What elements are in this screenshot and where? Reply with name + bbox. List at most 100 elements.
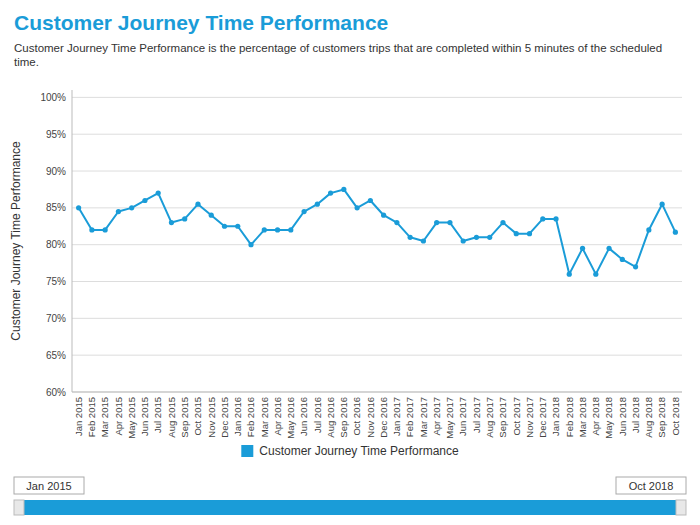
x-tick-label: Apr 2016 bbox=[272, 397, 283, 436]
point[interactable] bbox=[315, 202, 320, 207]
point[interactable] bbox=[646, 227, 651, 232]
point[interactable] bbox=[222, 224, 227, 229]
x-tick-label: Aug 2017 bbox=[484, 397, 495, 438]
x-tick-label: Apr 2017 bbox=[431, 397, 442, 436]
point[interactable] bbox=[328, 191, 333, 196]
point[interactable] bbox=[89, 227, 94, 232]
x-tick-label: Aug 2015 bbox=[166, 397, 177, 438]
point[interactable] bbox=[288, 227, 293, 232]
point[interactable] bbox=[514, 231, 519, 236]
line bbox=[79, 189, 676, 274]
x-tick-label: Jan 2016 bbox=[232, 397, 243, 436]
subtitle: Customer Journey Time Performance is the… bbox=[14, 42, 662, 68]
point[interactable] bbox=[461, 238, 466, 243]
title: Customer Journey Time Performance bbox=[14, 11, 388, 34]
x-tick-label: Sep 2015 bbox=[179, 397, 190, 438]
x-tick-label: Feb 2017 bbox=[404, 397, 415, 437]
grid-line bbox=[72, 355, 682, 356]
grid-line bbox=[72, 134, 682, 135]
x-tick-label: Aug 2018 bbox=[643, 397, 654, 438]
legend: Customer Journey Time Performance bbox=[241, 444, 459, 458]
point[interactable] bbox=[235, 224, 240, 229]
x-tick-label: Sep 2017 bbox=[497, 397, 508, 438]
x-tick-label: Nov 2015 bbox=[206, 397, 217, 438]
point[interactable] bbox=[248, 242, 253, 247]
x-axis-line bbox=[72, 392, 682, 393]
y-tick-label: 75% bbox=[46, 276, 66, 287]
point[interactable] bbox=[341, 187, 346, 192]
x-tick-label: Aug 2016 bbox=[325, 397, 336, 438]
x-tick-label: Apr 2015 bbox=[113, 397, 124, 436]
slider-label-box bbox=[616, 477, 686, 494]
point[interactable] bbox=[408, 235, 413, 240]
x-tick-label: Feb 2016 bbox=[245, 397, 256, 437]
point[interactable] bbox=[660, 202, 665, 207]
point[interactable] bbox=[421, 238, 426, 243]
x-tick-label: May 2015 bbox=[126, 397, 137, 439]
point[interactable] bbox=[355, 205, 360, 210]
y-tick-label: 85% bbox=[46, 202, 66, 213]
legend-swatch bbox=[241, 445, 253, 457]
point[interactable] bbox=[540, 216, 545, 221]
point[interactable] bbox=[195, 202, 200, 207]
point[interactable] bbox=[368, 198, 373, 203]
x-tick-label: Oct 2018 bbox=[670, 397, 681, 436]
x-tick-label: Jul 2016 bbox=[312, 397, 323, 433]
y-axis-label: Customer Journey Time Performance bbox=[9, 141, 23, 341]
grid-line bbox=[72, 244, 682, 245]
grid-line bbox=[72, 171, 682, 172]
slider-bar[interactable] bbox=[14, 500, 686, 515]
point[interactable] bbox=[527, 231, 532, 236]
point[interactable] bbox=[262, 227, 267, 232]
x-tick-label: Jul 2018 bbox=[630, 397, 641, 433]
x-tick-label: Jun 2015 bbox=[139, 397, 150, 436]
slider-handle[interactable] bbox=[676, 500, 686, 515]
slider-label: Jan 2015 bbox=[26, 480, 71, 492]
point[interactable] bbox=[76, 205, 81, 210]
point[interactable] bbox=[580, 246, 585, 251]
x-tick-label: May 2017 bbox=[444, 397, 455, 439]
x-tick-label: Jun 2018 bbox=[617, 397, 628, 436]
grid-line bbox=[72, 281, 682, 282]
point[interactable] bbox=[169, 220, 174, 225]
x-tick-label: Oct 2015 bbox=[192, 397, 203, 436]
x-tick-label: Jan 2015 bbox=[73, 397, 84, 436]
point[interactable] bbox=[381, 213, 386, 218]
point[interactable] bbox=[500, 220, 505, 225]
y-tick-label: 100% bbox=[40, 92, 66, 103]
point[interactable] bbox=[434, 220, 439, 225]
point[interactable] bbox=[301, 209, 306, 214]
range-slider[interactable]: Jan 2015Oct 2018 bbox=[14, 477, 686, 515]
point[interactable] bbox=[633, 264, 638, 269]
legend-label: Customer Journey Time Performance bbox=[259, 444, 459, 458]
slider-handle[interactable] bbox=[14, 500, 24, 515]
point[interactable] bbox=[487, 235, 492, 240]
point[interactable] bbox=[606, 246, 611, 251]
point[interactable] bbox=[593, 272, 598, 277]
point[interactable] bbox=[673, 230, 678, 235]
x-axis: Jan 2015Feb 2015Mar 2015Apr 2015May 2015… bbox=[73, 397, 681, 439]
point[interactable] bbox=[209, 213, 214, 218]
point[interactable] bbox=[567, 272, 572, 277]
point[interactable] bbox=[182, 216, 187, 221]
point[interactable] bbox=[553, 216, 558, 221]
x-tick-label: Jan 2018 bbox=[550, 397, 561, 436]
x-tick-label: Oct 2017 bbox=[511, 397, 522, 436]
x-tick-label: Feb 2018 bbox=[564, 397, 575, 437]
point[interactable] bbox=[156, 191, 161, 196]
chart: Customer Journey Time Performance Custome… bbox=[0, 0, 700, 525]
point[interactable] bbox=[275, 227, 280, 232]
point[interactable] bbox=[447, 220, 452, 225]
point[interactable] bbox=[129, 205, 134, 210]
point[interactable] bbox=[103, 227, 108, 232]
x-tick-label: Sep 2018 bbox=[656, 397, 667, 438]
grid-line bbox=[72, 392, 682, 393]
point[interactable] bbox=[620, 257, 625, 262]
grid-line bbox=[72, 318, 682, 319]
point[interactable] bbox=[394, 220, 399, 225]
point[interactable] bbox=[474, 235, 479, 240]
y-axis-line bbox=[72, 90, 73, 392]
point[interactable] bbox=[142, 198, 147, 203]
point[interactable] bbox=[116, 209, 121, 214]
x-tick-label: Mar 2018 bbox=[577, 397, 588, 437]
